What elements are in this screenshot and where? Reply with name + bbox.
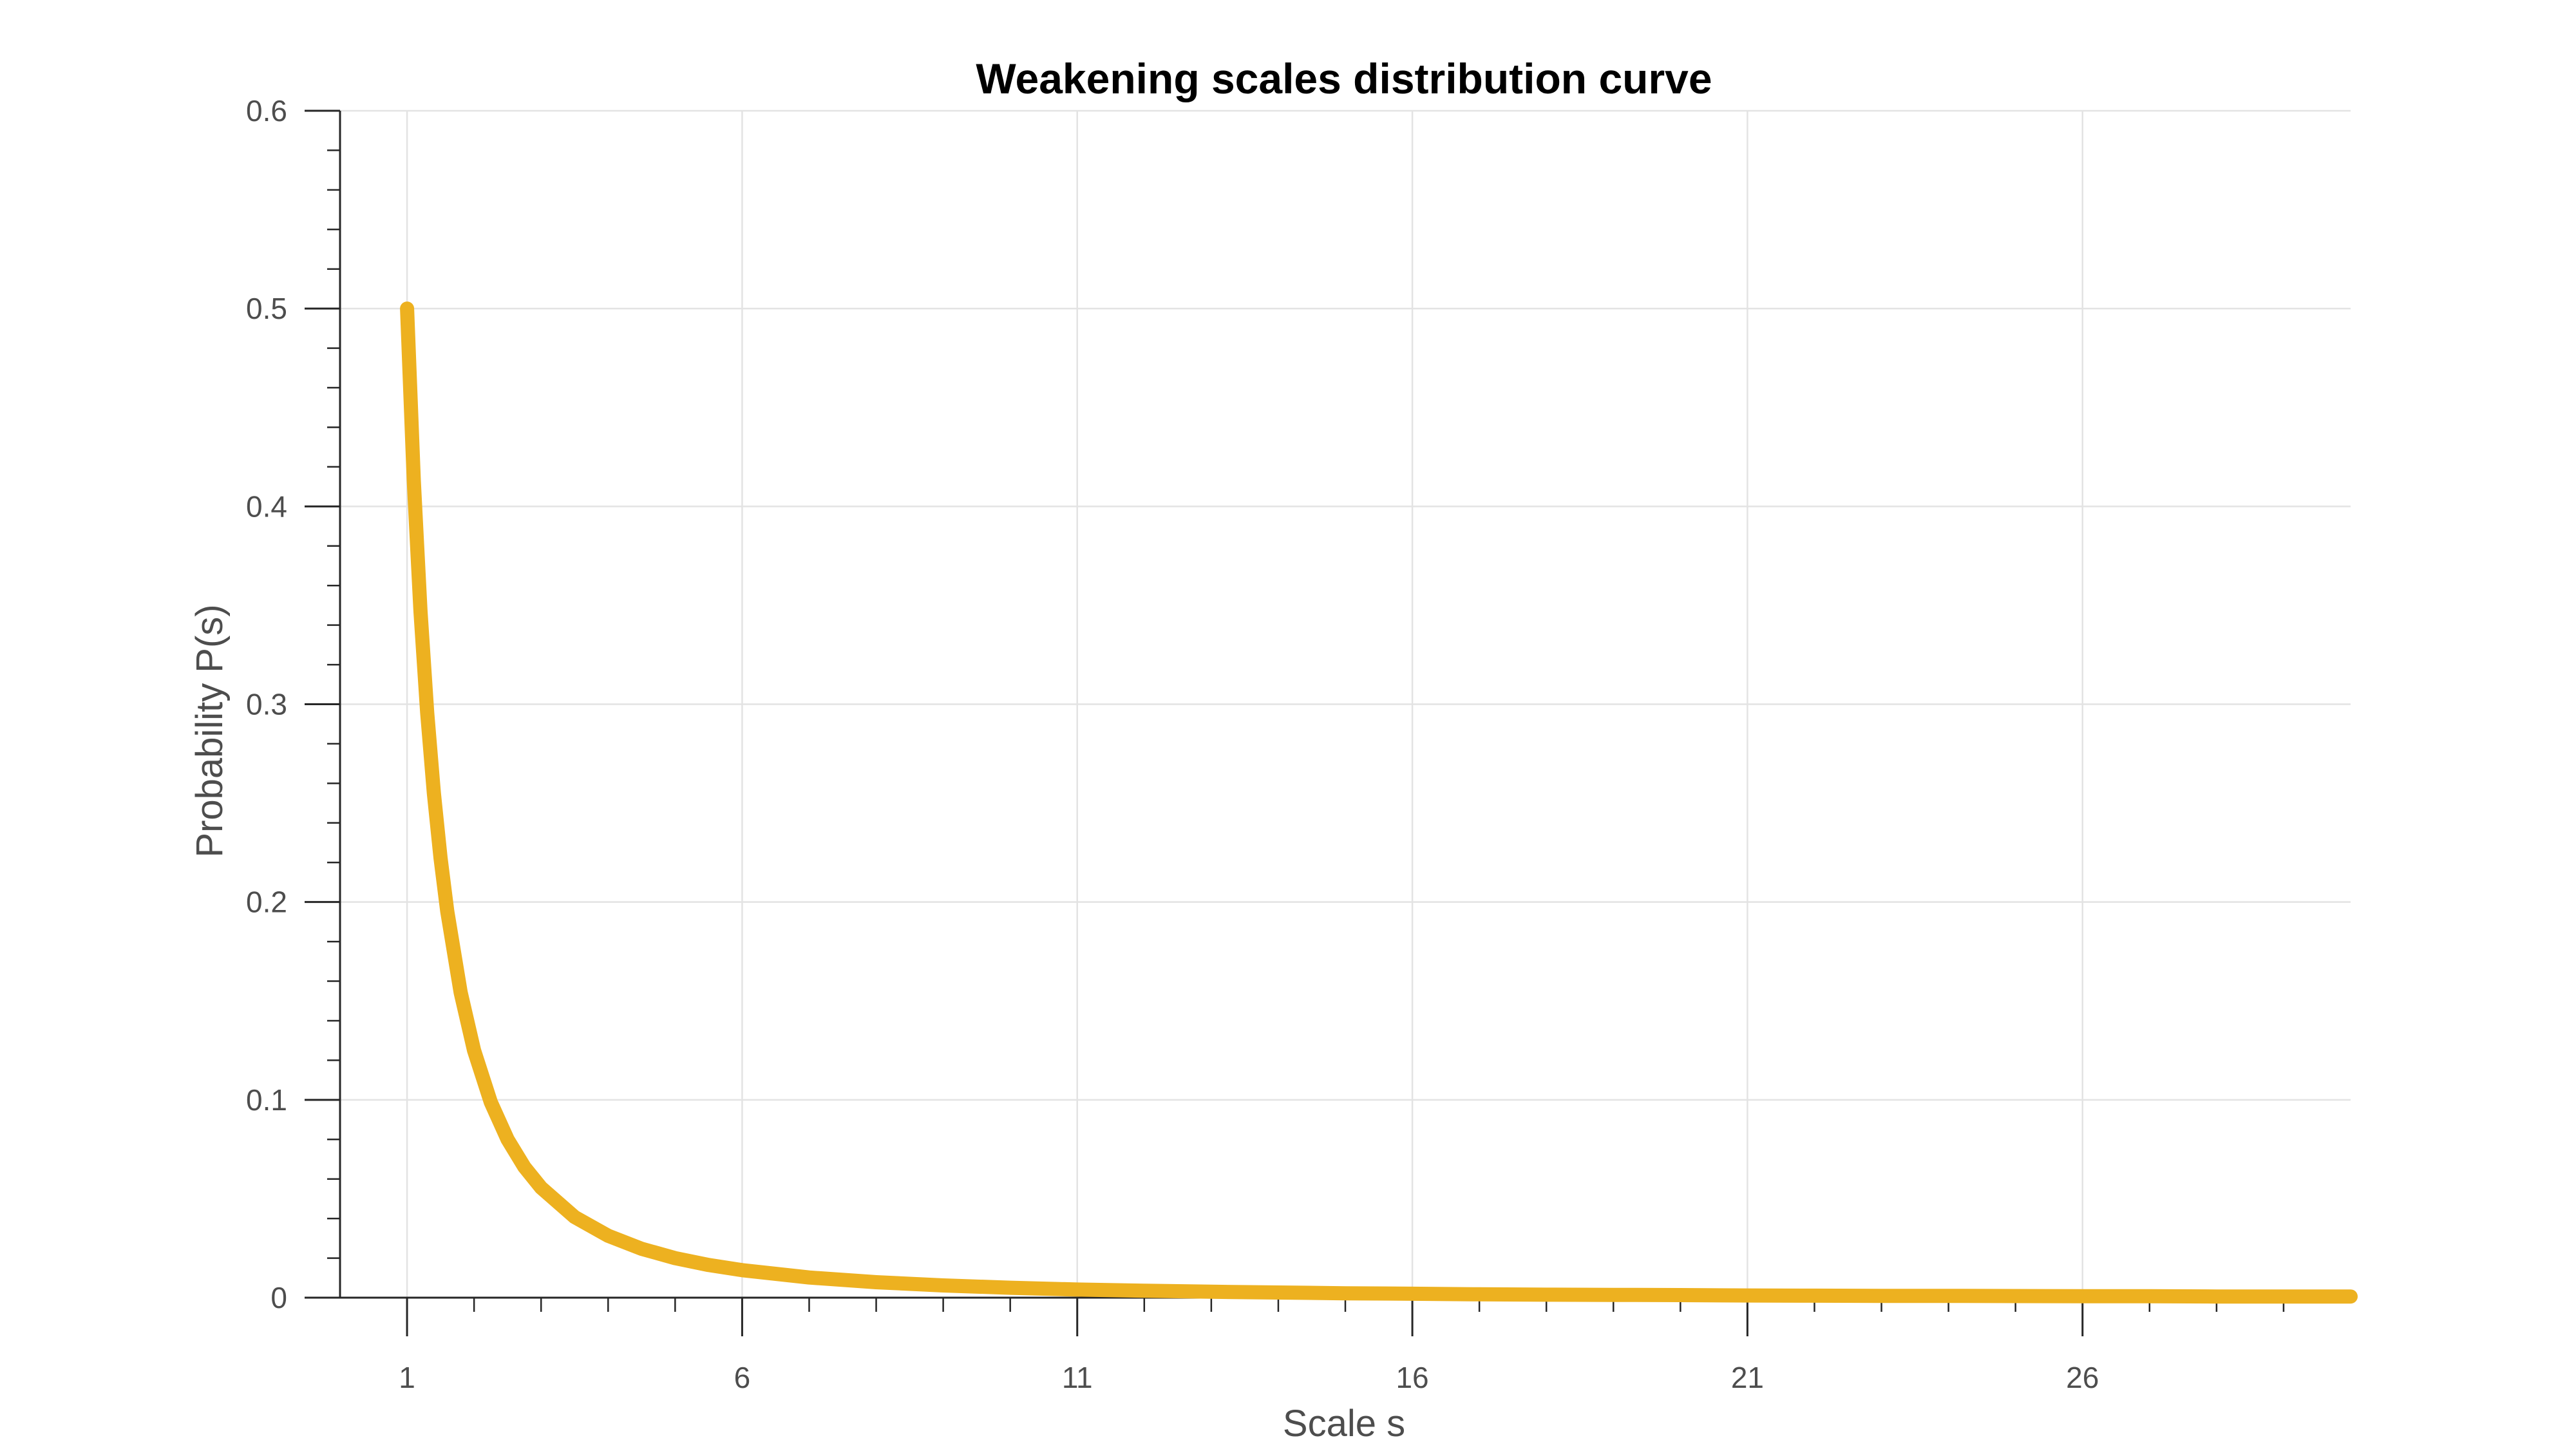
x-tick-label: 26 xyxy=(2066,1361,2099,1394)
tick-labels: 00.10.20.30.40.50.61 6 11 16 21 26 xyxy=(246,94,2099,1394)
x-tick-label: 16 xyxy=(1396,1361,1428,1394)
y-tick-label: 0.1 xyxy=(246,1083,287,1117)
y-tick-label: 0.4 xyxy=(246,489,287,523)
y-axis-label: Probability P(s) xyxy=(189,604,231,857)
x-tick-label: 21 xyxy=(1731,1361,1764,1394)
x-tick-label: 11 xyxy=(1062,1361,1093,1394)
x-tick-label: 1 xyxy=(399,1361,415,1394)
series-layer xyxy=(400,301,2358,1304)
y-tick-label: 0.2 xyxy=(246,886,287,919)
y-tick-label: 0 xyxy=(270,1281,287,1314)
grid-lines xyxy=(340,109,2351,1298)
chart-title: Weakening scales distribution curve xyxy=(976,55,1712,102)
x-tick-label: 6 xyxy=(734,1361,751,1394)
y-tick-label: 0.5 xyxy=(246,292,287,325)
minor-ticks xyxy=(327,149,2285,1312)
y-tick-label: 0.3 xyxy=(246,688,287,721)
y-tick-label: 0.6 xyxy=(246,94,287,128)
x-axis-label: Scale s xyxy=(1283,1403,1405,1444)
series-line xyxy=(400,301,2358,1304)
